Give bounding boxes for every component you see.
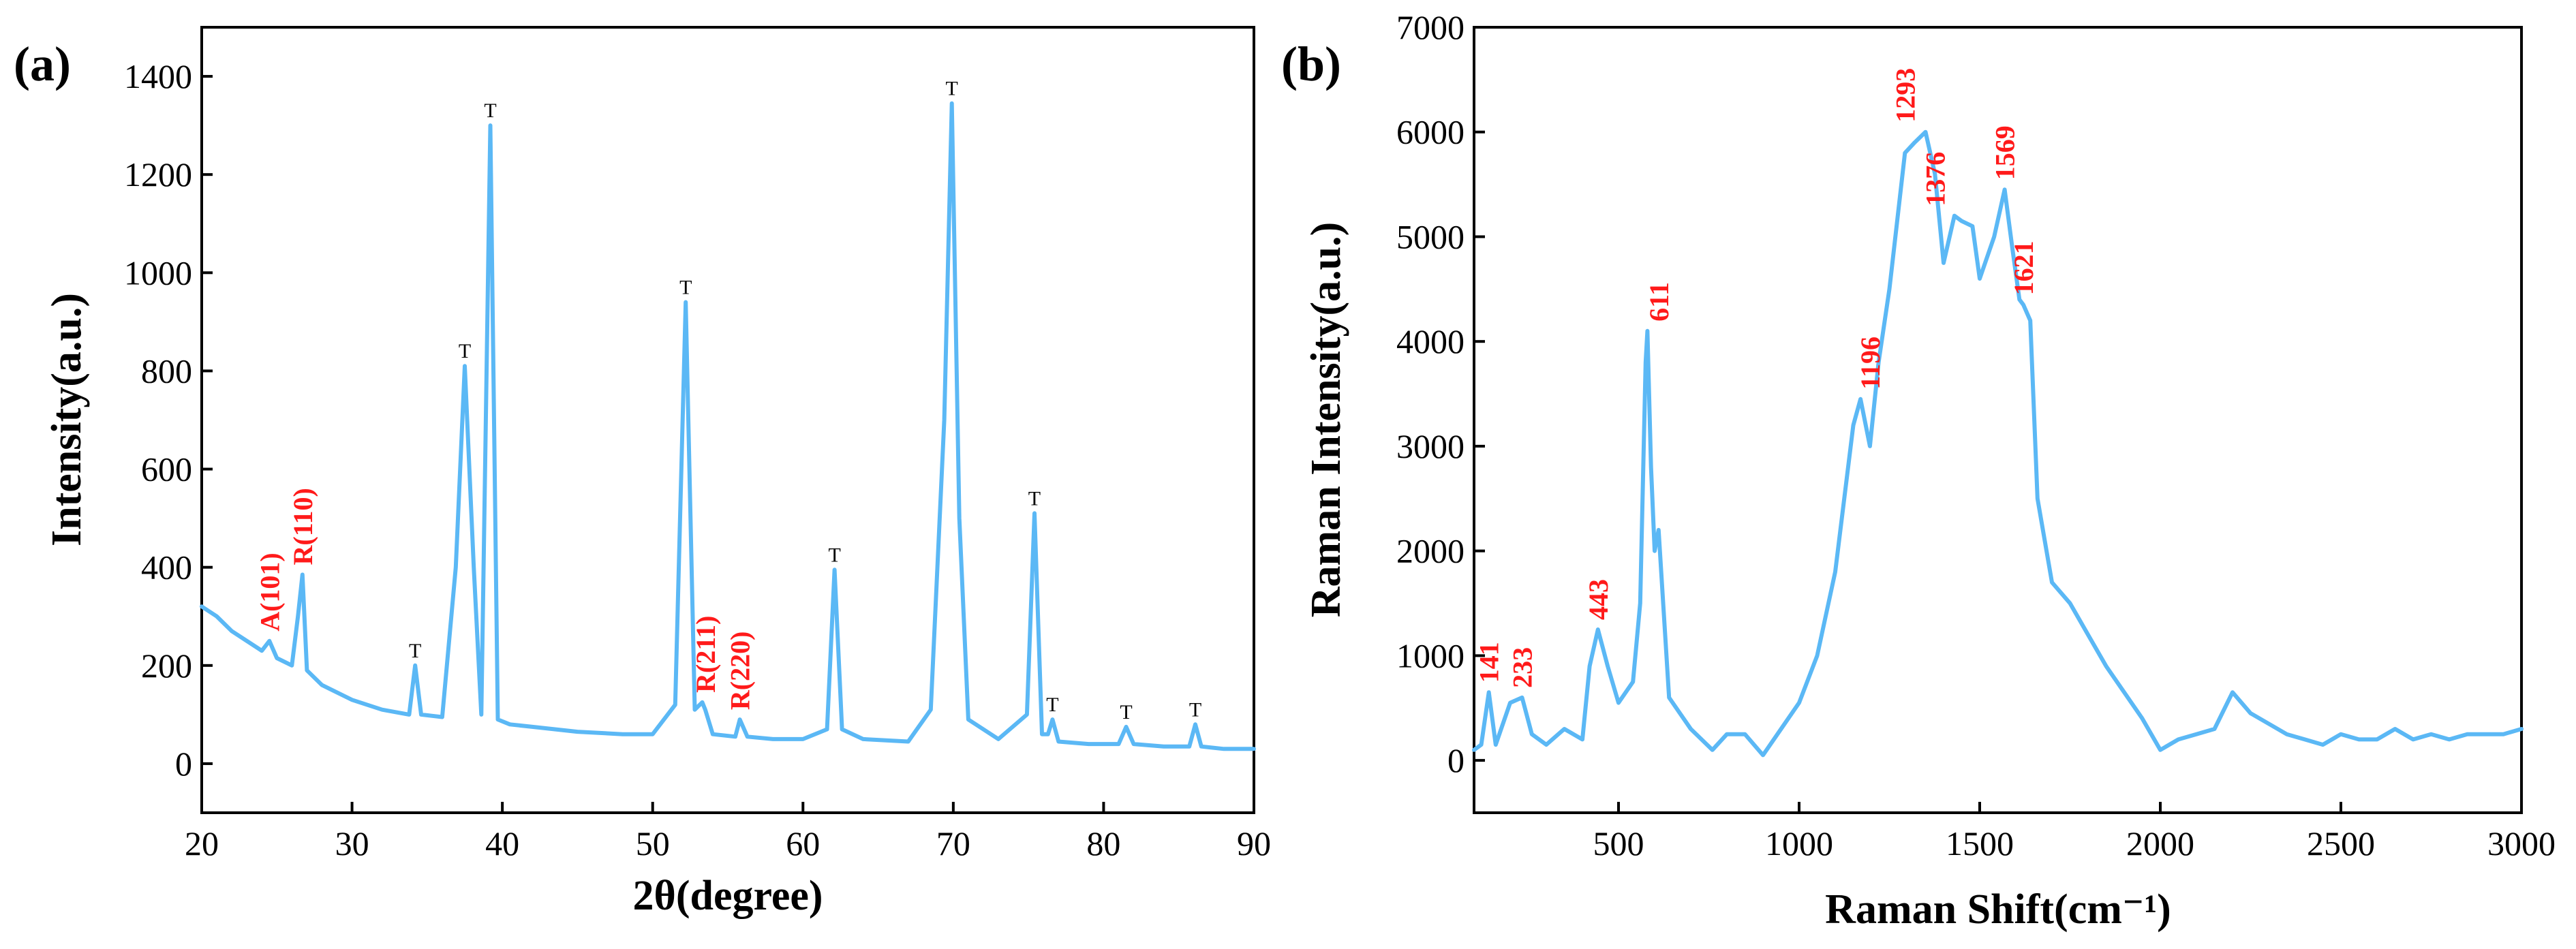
xrd-series-group bbox=[200, 101, 1256, 751]
panel-b-label: (b) bbox=[1281, 37, 1341, 91]
xrd-x-tick-label: 90 bbox=[1237, 824, 1271, 862]
raman-y-tick-label: 0 bbox=[1447, 741, 1465, 779]
xrd-phase-marker: T bbox=[828, 544, 840, 566]
xrd-peak-label: R(110) bbox=[288, 488, 318, 565]
xrd-plot-frame bbox=[200, 26, 1255, 814]
xrd-x-tick-label: 20 bbox=[185, 824, 219, 862]
xrd-peak-label: A(101) bbox=[254, 553, 285, 632]
xrd-phase-marker: T bbox=[1046, 694, 1058, 716]
raman-plot-frame bbox=[1473, 26, 2523, 814]
raman-x-tick-label: 3000 bbox=[2487, 824, 2556, 862]
raman-y-tick-label: 3000 bbox=[1396, 427, 1465, 465]
raman-peak-label: 233 bbox=[1507, 647, 1537, 688]
raman-peak-label: 1621 bbox=[2008, 240, 2039, 295]
xrd-x-tick-label: 80 bbox=[1086, 824, 1120, 862]
raman-peak-label: 1196 bbox=[1855, 337, 1886, 390]
xrd-y-tick-label: 800 bbox=[141, 352, 192, 390]
raman-x-tick-label: 1500 bbox=[1946, 824, 2014, 862]
xrd-y-tick-label: 1400 bbox=[124, 57, 192, 95]
raman-series-group bbox=[1472, 129, 2524, 758]
xrd-x-tick-label: 60 bbox=[786, 824, 820, 862]
raman-y-tick-label: 4000 bbox=[1396, 322, 1465, 360]
raman-x-tick-label: 1000 bbox=[1765, 824, 1833, 862]
xrd-peak-label: R(220) bbox=[725, 632, 756, 711]
xrd-y-axis-title: Intensity(a.u.) bbox=[44, 293, 90, 546]
raman-ticks: 500 1000 1500 2000 2500 3000 0 1000 2000 3000 4000… bbox=[1396, 8, 2556, 862]
xrd-y-tick-label: 0 bbox=[175, 745, 192, 783]
xrd-y-tick-label: 600 bbox=[141, 450, 192, 488]
raman-peak-label: 1293 bbox=[1890, 68, 1920, 123]
raman-peak-label: 611 bbox=[1644, 282, 1674, 322]
xrd-x-tick-label: 30 bbox=[335, 824, 369, 862]
xrd-peak-annotations: A(101)R(110) R(211) R(220) T T T T T T T T T T bbox=[254, 78, 1201, 724]
xrd-x-tick-label: 40 bbox=[485, 824, 519, 862]
xrd-phase-marker: T bbox=[1189, 698, 1201, 721]
raman-x-tick-label: 2500 bbox=[2307, 824, 2375, 862]
xrd-y-tick-label: 200 bbox=[141, 647, 192, 685]
raman-y-tick-label: 2000 bbox=[1396, 532, 1465, 570]
raman-peak-label: 443 bbox=[1583, 579, 1614, 620]
raman-series-line bbox=[1472, 129, 2524, 758]
xrd-x-tick-label: 70 bbox=[936, 824, 970, 862]
xrd-phase-marker: T bbox=[459, 340, 471, 362]
panel-a-label: (a) bbox=[14, 37, 71, 91]
xrd-y-tick-label: 1200 bbox=[124, 155, 192, 193]
raman-y-tick-label: 7000 bbox=[1396, 8, 1465, 46]
xrd-y-tick-label: 400 bbox=[141, 548, 192, 587]
raman-x-axis-title: Raman Shift(cm⁻¹) bbox=[1825, 886, 2171, 933]
xrd-y-tick-label: 1000 bbox=[124, 253, 192, 292]
raman-x-tick-label: 500 bbox=[1593, 824, 1644, 862]
xrd-series-line bbox=[200, 101, 1256, 751]
xrd-x-axis-title: 2θ(degree) bbox=[632, 873, 823, 919]
xrd-phase-marker: T bbox=[1120, 701, 1132, 724]
xrd-phase-marker: T bbox=[945, 78, 957, 100]
raman-peak-label: 1376 bbox=[1920, 152, 1950, 206]
xrd-peak-label: R(211) bbox=[690, 616, 721, 693]
raman-panel: (b) 500 1000 1500 2000 2500 3000 0 1000 2000 3000… bbox=[1281, 8, 2556, 933]
raman-peak-label: 141 bbox=[1474, 642, 1505, 683]
xrd-ticks: 20 30 40 50 60 70 80 90 0 200 400 600 800 1000 1200 140… bbox=[124, 57, 1271, 862]
raman-y-tick-label: 5000 bbox=[1396, 217, 1465, 255]
xrd-phase-marker: T bbox=[484, 99, 496, 122]
xrd-panel: (a) 20 30 40 50 60 70 80 90 0 200 400 600 800 1000 120… bbox=[14, 26, 1271, 919]
xrd-phase-marker: T bbox=[1028, 487, 1041, 510]
raman-y-axis-title: Raman Intensity(a.u.) bbox=[1303, 222, 1349, 617]
raman-y-tick-label: 1000 bbox=[1396, 636, 1465, 674]
raman-y-tick-label: 6000 bbox=[1396, 113, 1465, 151]
raman-peak-label: 1569 bbox=[1990, 125, 2021, 180]
xrd-x-tick-label: 50 bbox=[636, 824, 670, 862]
raman-x-tick-label: 2000 bbox=[2126, 824, 2194, 862]
xrd-phase-marker: T bbox=[409, 640, 421, 662]
xrd-phase-marker: T bbox=[679, 277, 692, 299]
